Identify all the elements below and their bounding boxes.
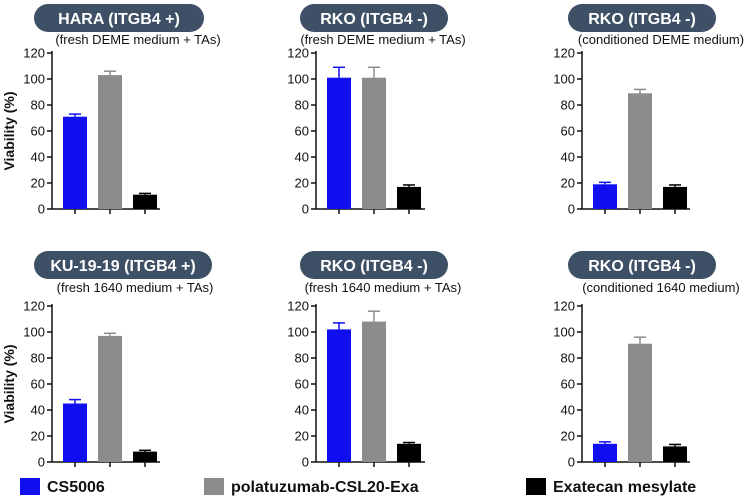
bar [133, 194, 157, 209]
y-tick-label: 40 [295, 150, 309, 165]
panel-title: RKO (ITGB4 -) [588, 258, 696, 275]
panel-title-badge [300, 4, 448, 32]
panel-subtitle: (fresh DEME medium + TAs) [300, 32, 465, 47]
legend-label: CS5006 [47, 479, 105, 496]
bar [133, 451, 157, 462]
panel-title: RKO (ITGB4 -) [320, 258, 428, 275]
y-tick-label: 120 [287, 46, 309, 61]
panel-title: KU-19-19 (ITGB4 +) [50, 258, 195, 275]
y-tick-label: 100 [23, 325, 45, 340]
y-tick-label: 120 [553, 299, 575, 314]
y-tick-label: 0 [302, 455, 309, 470]
bar [397, 186, 421, 209]
panel-subtitle: (fresh 1640 medium + TAs) [57, 280, 214, 295]
y-tick-label: 120 [287, 299, 309, 314]
bar [63, 116, 87, 209]
y-tick-label: 0 [38, 455, 45, 470]
bar [397, 443, 421, 462]
y-tick-label: 0 [38, 202, 45, 217]
panel-title: RKO (ITGB4 -) [588, 11, 696, 28]
y-tick-label: 120 [23, 46, 45, 61]
y-tick-label: 60 [295, 377, 309, 392]
y-tick-label: 20 [31, 429, 45, 444]
bar [593, 443, 617, 462]
bar [327, 329, 351, 462]
y-tick-label: 100 [553, 72, 575, 87]
y-tick-label: 20 [561, 429, 575, 444]
y-axis-label: Viability (%) [1, 91, 17, 170]
panel-title-badge [34, 4, 204, 32]
panel-title: HARA (ITGB4 +) [58, 11, 180, 28]
bar [327, 77, 351, 209]
y-tick-label: 100 [287, 325, 309, 340]
y-tick-label: 20 [31, 176, 45, 191]
y-tick-label: 120 [553, 46, 575, 61]
panel-subtitle: (conditioned 1640 medium) [582, 280, 740, 295]
y-tick-label: 100 [553, 325, 575, 340]
y-tick-label: 100 [287, 72, 309, 87]
y-tick-label: 100 [23, 72, 45, 87]
bar [63, 403, 87, 462]
bar [98, 75, 122, 209]
legend-swatch [204, 478, 224, 495]
y-tick-label: 60 [561, 124, 575, 139]
panel-title-badge [34, 251, 212, 279]
legend-swatch [20, 478, 40, 495]
y-tick-label: 80 [31, 98, 45, 113]
y-tick-label: 40 [561, 403, 575, 418]
y-tick-label: 120 [23, 299, 45, 314]
bar [362, 77, 386, 209]
y-tick-label: 80 [561, 351, 575, 366]
bar [663, 446, 687, 462]
y-tick-label: 60 [31, 124, 45, 139]
legend-swatch [526, 478, 546, 495]
y-tick-label: 20 [295, 429, 309, 444]
y-tick-label: 0 [568, 202, 575, 217]
y-tick-label: 80 [295, 98, 309, 113]
y-tick-label: 60 [561, 377, 575, 392]
y-tick-label: 80 [561, 98, 575, 113]
y-tick-label: 40 [295, 403, 309, 418]
bar [628, 93, 652, 209]
y-tick-label: 0 [568, 455, 575, 470]
legend-label: polatuzumab-CSL20-Exa [231, 479, 419, 496]
panel-subtitle: (fresh DEME medium + TAs) [55, 32, 220, 47]
y-tick-label: 0 [302, 202, 309, 217]
panel-title-badge [568, 4, 716, 32]
y-tick-label: 40 [31, 403, 45, 418]
y-tick-label: 40 [31, 150, 45, 165]
bar [663, 186, 687, 209]
panel-title: RKO (ITGB4 -) [320, 11, 428, 28]
bar [628, 343, 652, 462]
panel-title-badge [568, 251, 716, 279]
y-tick-label: 60 [295, 124, 309, 139]
panel-subtitle: (fresh 1640 medium + TAs) [305, 280, 462, 295]
y-tick-label: 40 [561, 150, 575, 165]
bar [593, 184, 617, 209]
y-tick-label: 80 [295, 351, 309, 366]
y-tick-label: 60 [31, 377, 45, 392]
bar [362, 321, 386, 462]
y-tick-label: 20 [561, 176, 575, 191]
y-axis-label: Viability (%) [1, 344, 17, 423]
legend-label: Exatecan mesylate [553, 479, 696, 496]
panel-title-badge [300, 251, 448, 279]
y-tick-label: 80 [31, 351, 45, 366]
bar [98, 335, 122, 462]
y-tick-label: 20 [295, 176, 309, 191]
panel-subtitle: (conditioned DEME medium) [578, 32, 744, 47]
